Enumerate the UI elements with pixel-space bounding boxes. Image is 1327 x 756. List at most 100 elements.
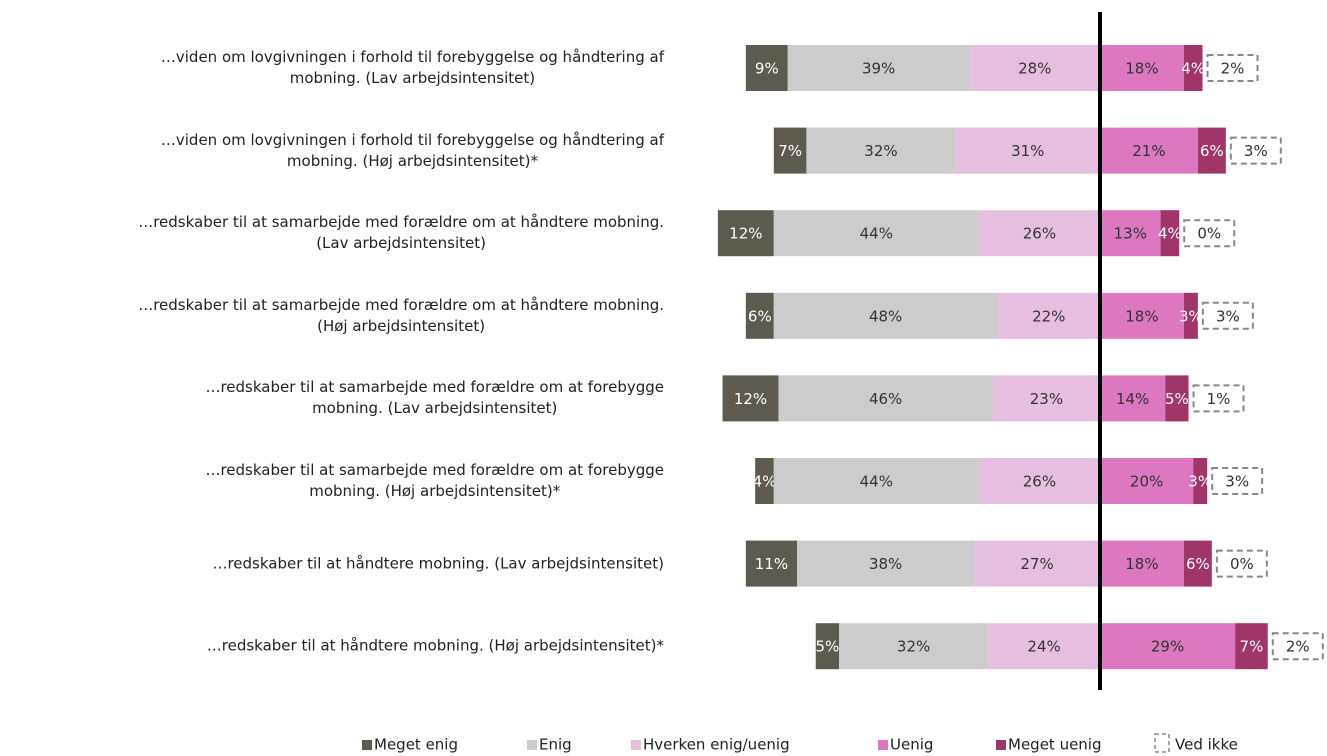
bar-segment xyxy=(1183,45,1203,91)
value-label: 24% xyxy=(1027,638,1060,656)
value-label: 4% xyxy=(753,473,777,491)
bar-segment xyxy=(839,623,989,670)
value-label: 3% xyxy=(1244,142,1268,160)
value-label: 18% xyxy=(1125,60,1158,78)
value-label: 39% xyxy=(862,60,895,78)
value-label: 48% xyxy=(869,307,902,325)
bar-segment xyxy=(1183,540,1212,587)
value-label: 0% xyxy=(1230,555,1254,573)
value-label: 23% xyxy=(1030,390,1063,408)
bar-segment xyxy=(978,210,1100,257)
value-label: 0% xyxy=(1197,225,1221,243)
dont-know-box xyxy=(1271,632,1324,661)
dont-know-box xyxy=(1201,301,1254,330)
value-label: 32% xyxy=(897,638,930,656)
value-label: 4% xyxy=(1158,225,1182,243)
value-label: 3% xyxy=(1188,473,1212,491)
value-label: 31% xyxy=(1011,142,1044,160)
value-label: 18% xyxy=(1125,307,1158,325)
bar-segment xyxy=(722,375,779,422)
legend-label: Uenig xyxy=(890,736,933,754)
bar-segment xyxy=(955,127,1100,174)
bar-segment xyxy=(988,623,1100,670)
legend-swatch xyxy=(878,740,888,750)
bar-segment xyxy=(1100,127,1198,174)
bar-segment xyxy=(1165,375,1189,422)
value-label: 38% xyxy=(869,555,902,573)
value-label: 44% xyxy=(860,473,893,491)
value-label: 26% xyxy=(1023,225,1056,243)
legend-label: Ved ikke xyxy=(1175,736,1238,754)
dont-know-box xyxy=(1183,219,1236,248)
bar-segment xyxy=(1100,210,1161,257)
value-label: 7% xyxy=(778,142,802,160)
value-label: 5% xyxy=(815,638,839,656)
value-label: 29% xyxy=(1151,638,1184,656)
bar-segment xyxy=(974,540,1100,587)
dont-know-box xyxy=(1192,384,1245,413)
category-label: …redskaber til at samarbejde med forældr… xyxy=(205,461,664,500)
bar-segment xyxy=(1100,458,1194,504)
value-label: 12% xyxy=(734,390,767,408)
value-label: 46% xyxy=(869,390,902,408)
bar-segment xyxy=(755,458,774,504)
bar-segment xyxy=(745,292,774,339)
legend-swatch xyxy=(362,740,372,750)
value-label: 32% xyxy=(864,142,897,160)
value-label: 26% xyxy=(1023,473,1056,491)
value-label: 7% xyxy=(1240,638,1264,656)
bar-segment xyxy=(717,210,774,257)
legend-swatch xyxy=(1154,733,1170,753)
legend-swatch xyxy=(996,740,1006,750)
value-label: 13% xyxy=(1114,225,1147,243)
value-label: 4% xyxy=(1181,60,1205,78)
dont-know-box xyxy=(1206,54,1259,82)
value-label: 1% xyxy=(1207,390,1231,408)
value-label: 21% xyxy=(1132,142,1165,160)
legend-label: Meget uenig xyxy=(1008,736,1102,754)
value-label: 6% xyxy=(748,307,772,325)
category-label: …redskaber til at håndtere mobning. (Høj… xyxy=(206,636,664,655)
bar-segment xyxy=(773,292,998,339)
bar-segment xyxy=(997,292,1100,339)
bar-segment xyxy=(1235,623,1268,670)
bar-segment xyxy=(1100,45,1184,91)
bar-segment xyxy=(1197,127,1226,174)
legend-swatch xyxy=(527,740,537,750)
category-label: …viden om lovgivningen i forhold til for… xyxy=(160,130,664,170)
value-label: 20% xyxy=(1130,473,1163,491)
bar-segment xyxy=(1100,623,1236,670)
value-label: 3% xyxy=(1225,473,1249,491)
bar-segment xyxy=(806,127,956,174)
bar-segment xyxy=(978,458,1100,504)
bar-segment xyxy=(745,540,798,587)
value-label: 22% xyxy=(1032,307,1065,325)
bar-segment xyxy=(1100,375,1166,422)
bar-segment xyxy=(745,45,788,91)
dont-know-box xyxy=(1229,136,1282,165)
bar-segment xyxy=(773,458,979,504)
value-label: 27% xyxy=(1020,555,1053,573)
category-label: …redskaber til at samarbejde med forældr… xyxy=(138,213,664,253)
category-label: …redskaber til at samarbejde med forældr… xyxy=(138,295,664,335)
value-label: 12% xyxy=(729,225,762,243)
bar-segment xyxy=(787,45,970,91)
bar-segment xyxy=(778,375,993,422)
bar-segment xyxy=(815,623,840,670)
category-label: …viden om lovgivningen i forhold til for… xyxy=(160,48,664,87)
bar-segment xyxy=(992,375,1100,422)
bar-segment xyxy=(1160,210,1180,257)
bar-segment xyxy=(969,45,1100,91)
bar-segment xyxy=(773,210,979,257)
value-label: 28% xyxy=(1018,60,1051,78)
value-label: 2% xyxy=(1221,60,1245,78)
legend-label: Meget enig xyxy=(374,736,458,754)
bar-segment xyxy=(773,127,807,174)
bar-segment xyxy=(1183,292,1198,339)
value-label: 14% xyxy=(1116,390,1149,408)
value-label: 3% xyxy=(1179,307,1203,325)
value-label: 44% xyxy=(860,225,893,243)
bar-segment xyxy=(797,540,975,587)
value-label: 2% xyxy=(1286,638,1310,656)
